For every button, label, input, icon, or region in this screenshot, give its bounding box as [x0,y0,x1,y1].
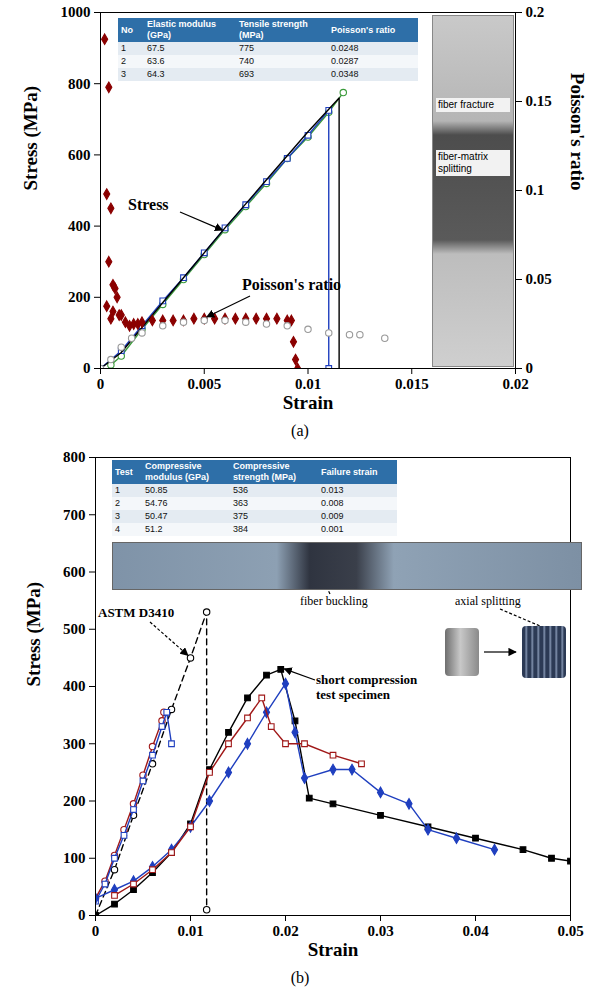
svg-text:800: 800 [63,449,86,465]
html-text:Failure strain: Failure strain [321,466,378,477]
svg-text:1000: 1000 [61,4,91,20]
svg-text:0.015: 0.015 [395,376,429,392]
svg-text:0.15: 0.15 [526,93,552,109]
html-text:Compressive strength (MPa): Compressive strength (MPa) [233,461,296,482]
html-text:(b): (b) [290,969,310,986]
html-text:fiber-matrix splitting: fiber-matrix splitting [438,151,488,174]
svg-text:600: 600 [68,147,91,163]
html-text:693: 693 [239,69,254,79]
html-text:0.0287: 0.0287 [331,56,359,66]
html-text:Compressive modulus (GPa): Compressive modulus (GPa) [145,461,209,482]
html-text:(a): (a) [291,422,309,439]
html-text:54.76: 54.76 [145,498,168,508]
svg-text:200: 200 [63,793,86,809]
svg-text:400: 400 [68,218,91,234]
html-text:63.6: 63.6 [147,56,165,66]
svg-text:0.05: 0.05 [557,923,583,939]
html-text:50.47: 50.47 [145,511,168,521]
html-text:375: 375 [233,511,248,521]
svg-text:0: 0 [97,376,105,392]
html-text:51.2: 51.2 [145,524,163,534]
svg-text:0.04: 0.04 [462,923,489,939]
svg-text:200: 200 [68,289,91,305]
svg-text:800: 800 [68,76,91,92]
svg-text:400: 400 [63,678,86,694]
html-text:740: 740 [239,56,254,66]
html-text:64.3: 64.3 [147,69,165,79]
svg-text:Stress (MPa): Stress (MPa) [23,582,45,687]
html-text:775: 775 [239,43,254,53]
svg-text:Strain: Strain [308,939,359,960]
html-text:1: 1 [115,485,120,495]
html-text:Poisson's ratio: Poisson's ratio [242,276,342,293]
svg-text:0.005: 0.005 [187,376,221,392]
svg-text:0.03: 0.03 [367,923,393,939]
html-text:2: 2 [115,498,120,508]
html-text:fiber buckling: fiber buckling [300,594,368,608]
html-text:Poisson's ratio: Poisson's ratio [331,24,396,35]
svg-text:0.01: 0.01 [295,376,321,392]
html-text:Elastic modulus (GPa): Elastic modulus (GPa) [147,19,216,40]
html-text:Stress: Stress [128,196,169,213]
svg-text:Stress (MPa): Stress (MPa) [20,86,42,191]
svg-text:600: 600 [63,564,86,580]
html-text:0.008: 0.008 [321,498,344,508]
html-text:axial splitting: axial splitting [455,594,521,608]
html-text:Tensile strength (MPa): Tensile strength (MPa) [239,19,308,40]
html-text:1: 1 [121,43,126,53]
svg-text:700: 700 [63,507,86,523]
svg-text:Strain: Strain [283,392,334,413]
svg-text:0.2: 0.2 [526,4,545,20]
html-text:0.009: 0.009 [321,511,344,521]
svg-text:Poisson's ratio: Poisson's ratio [567,73,588,191]
html-text:0.013: 0.013 [321,485,344,495]
html-text:2: 2 [121,56,126,66]
html-text:384: 384 [233,524,248,534]
html-text:50.85: 50.85 [145,485,168,495]
html-text:No: No [121,24,133,35]
html-text:363: 363 [233,498,248,508]
svg-text:0.02: 0.02 [272,923,298,939]
html-text:Test: Test [115,466,133,477]
html-text:0.001: 0.001 [321,524,344,534]
svg-text:0.1: 0.1 [526,182,545,198]
svg-text:0.01: 0.01 [177,923,203,939]
html-text:ASTM D3410: ASTM D3410 [98,605,175,620]
svg-text:500: 500 [63,621,86,637]
html-text:3: 3 [121,69,126,79]
html-text:fiber fracture: fiber fracture [438,99,495,110]
svg-text:0: 0 [92,923,100,939]
html-text:3: 3 [115,511,120,521]
svg-text:0.05: 0.05 [526,271,552,287]
svg-text:100: 100 [63,850,86,866]
svg-text:0: 0 [83,360,91,376]
html-text:short compression test specime: short compression test specimen [316,672,418,702]
svg-text:300: 300 [63,736,86,752]
html-text:67.5: 67.5 [147,43,165,53]
svg-text:0: 0 [526,360,534,376]
html-text:4: 4 [115,524,120,534]
svg-text:0.02: 0.02 [502,376,528,392]
html-text:536: 536 [233,485,248,495]
svg-text:0: 0 [78,907,86,923]
html-text:0.0348: 0.0348 [331,69,359,79]
html-text:0.0248: 0.0248 [331,43,359,53]
